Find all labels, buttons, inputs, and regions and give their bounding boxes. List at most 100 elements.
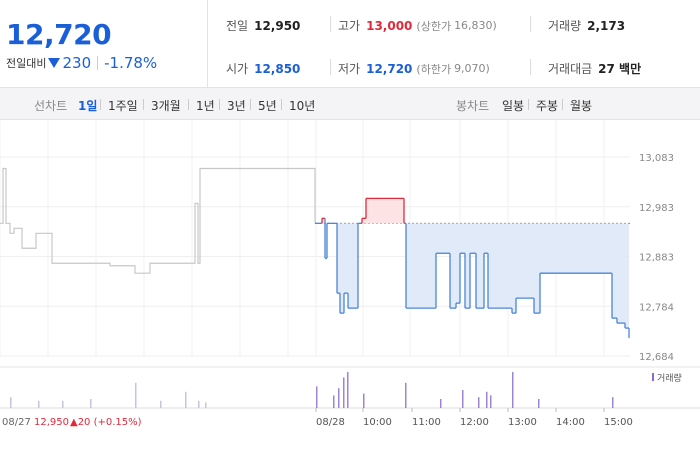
volume-legend: 거래량	[652, 372, 682, 384]
tab-1w[interactable]: 1주일	[108, 99, 138, 113]
volume-bar	[462, 390, 464, 408]
prev-close-fill	[315, 198, 629, 339]
volume-bar	[538, 399, 540, 408]
tab-1d[interactable]: 1일	[78, 99, 98, 113]
amount-value: 27 백만	[598, 62, 642, 76]
amount-label: 거래대금	[548, 62, 593, 76]
tab-1y[interactable]: 1년	[196, 99, 215, 113]
current-price-box: 12,720 전일대비 230 -1.78%	[0, 0, 208, 88]
volume-bar	[486, 391, 488, 408]
line-chart-label: 선차트	[34, 99, 68, 113]
down-arrow-icon	[48, 58, 61, 68]
divider	[281, 99, 282, 110]
upper-limit-label: (상한가	[416, 19, 452, 33]
volume-bar	[135, 382, 137, 408]
tab-monthly[interactable]: 월봉	[570, 99, 593, 113]
volume-bar	[160, 400, 162, 408]
chart-tabs: 선차트 1일 1주일 3개월 1년 3년 5년 10년 봉차트 일봉 주봉 월봉	[0, 88, 700, 120]
volume-label: 거래량	[548, 19, 582, 33]
footer-change: ▲20 (+0.15%)	[70, 417, 142, 428]
x-tick-label: 13:00	[508, 417, 537, 428]
price-summary: 12,720 전일대비 230 -1.78% 전일 12,950 고가 13,0…	[0, 0, 700, 88]
change-label: 전일대비	[6, 57, 47, 70]
amount-stat: 거래대금 27 백만	[548, 60, 641, 77]
tab-weekly[interactable]: 주봉	[536, 99, 559, 113]
tab-10y[interactable]: 10년	[289, 99, 316, 113]
prev-day-line	[0, 167, 316, 274]
x-tick-label: 15:00	[604, 417, 633, 428]
volume-legend-label: 거래량	[657, 372, 682, 384]
footer-date: 08/27	[2, 417, 31, 428]
x-tick-label: 11:00	[412, 417, 441, 428]
lower-limit-label: (하한가	[416, 62, 452, 76]
volume-bar	[490, 395, 492, 408]
volume-bar	[338, 388, 340, 408]
current-price: 12,720	[6, 18, 112, 51]
volume-bar	[316, 386, 318, 408]
chart-footer: 08/27 12,950 ▲20 (+0.15%)	[2, 417, 142, 428]
volume-bar	[363, 393, 365, 408]
price-lines	[0, 167, 630, 339]
divider	[188, 99, 189, 110]
change-amount-value: 230	[62, 54, 92, 72]
y-tick-label: 12,983	[639, 203, 674, 214]
low-stat: 저가 12,720 (하한가 9,070)	[338, 60, 490, 77]
candle-chart-label: 봉차트	[456, 99, 490, 113]
prev-close-stat: 전일 12,950	[226, 17, 300, 34]
tab-5y[interactable]: 5년	[258, 99, 277, 113]
prev-close-value: 12,950	[254, 18, 301, 33]
divider	[562, 99, 563, 110]
price-chart[interactable]: 13,083 12,983 12,883 12,784 12,684 08/28 10:0…	[0, 120, 700, 450]
volume-bar	[440, 399, 442, 408]
lower-limit-value: 9,070)	[454, 62, 490, 75]
high-value: 13,000	[366, 18, 413, 33]
volume-bars	[10, 372, 614, 408]
change-amount: 230	[48, 54, 91, 72]
below-prev-close-area	[315, 223, 629, 339]
volume-bar	[333, 395, 335, 408]
volume-bar	[38, 400, 40, 408]
open-value: 12,850	[254, 61, 301, 76]
divider	[250, 99, 251, 110]
volume-bar	[612, 397, 614, 408]
divider	[530, 16, 531, 32]
volume-value: 2,173	[587, 18, 626, 33]
y-axis-ticks: 13,083 12,983 12,883 12,784 12,684	[639, 153, 674, 363]
tab-3y[interactable]: 3년	[227, 99, 246, 113]
volume-bar	[90, 399, 92, 408]
low-value: 12,720	[366, 61, 413, 76]
divider	[330, 16, 331, 32]
divider	[528, 99, 529, 110]
divider	[100, 99, 101, 110]
volume-bar	[198, 400, 200, 408]
x-tick-label: 10:00	[363, 417, 392, 428]
upper-limit-value: 16,830)	[454, 19, 497, 32]
x-tick-label: 08/28	[316, 417, 345, 428]
volume-bar	[343, 377, 345, 408]
volume-bar	[405, 382, 407, 408]
tab-3m[interactable]: 3개월	[151, 99, 181, 113]
tab-daily[interactable]: 일봉	[502, 99, 525, 113]
volume-stat: 거래량 2,173	[548, 17, 625, 34]
volume-bar	[185, 391, 187, 408]
change-percent: -1.78%	[104, 54, 158, 72]
y-tick-label: 12,684	[639, 352, 674, 363]
divider	[219, 99, 220, 110]
low-label: 저가	[338, 62, 361, 76]
y-tick-label: 12,784	[639, 302, 674, 313]
x-axis-ticks: 08/28 10:00 11:00 12:00 13:00 14:00 15:00	[315, 408, 633, 428]
volume-legend-swatch	[652, 373, 654, 381]
volume-bar	[62, 400, 64, 408]
prev-close-label: 전일	[226, 19, 249, 33]
divider	[143, 99, 144, 110]
footer-close: 12,950	[34, 417, 69, 428]
y-tick-label: 12,883	[639, 253, 674, 264]
divider	[97, 56, 99, 70]
x-tick-label: 14:00	[556, 417, 585, 428]
divider	[330, 59, 331, 75]
above-prev-close-area	[315, 198, 629, 224]
volume-bar	[347, 372, 349, 408]
volume-bar	[478, 397, 480, 408]
change-row: 전일대비 230 -1.78%	[6, 54, 157, 72]
volume-bar	[512, 372, 514, 408]
